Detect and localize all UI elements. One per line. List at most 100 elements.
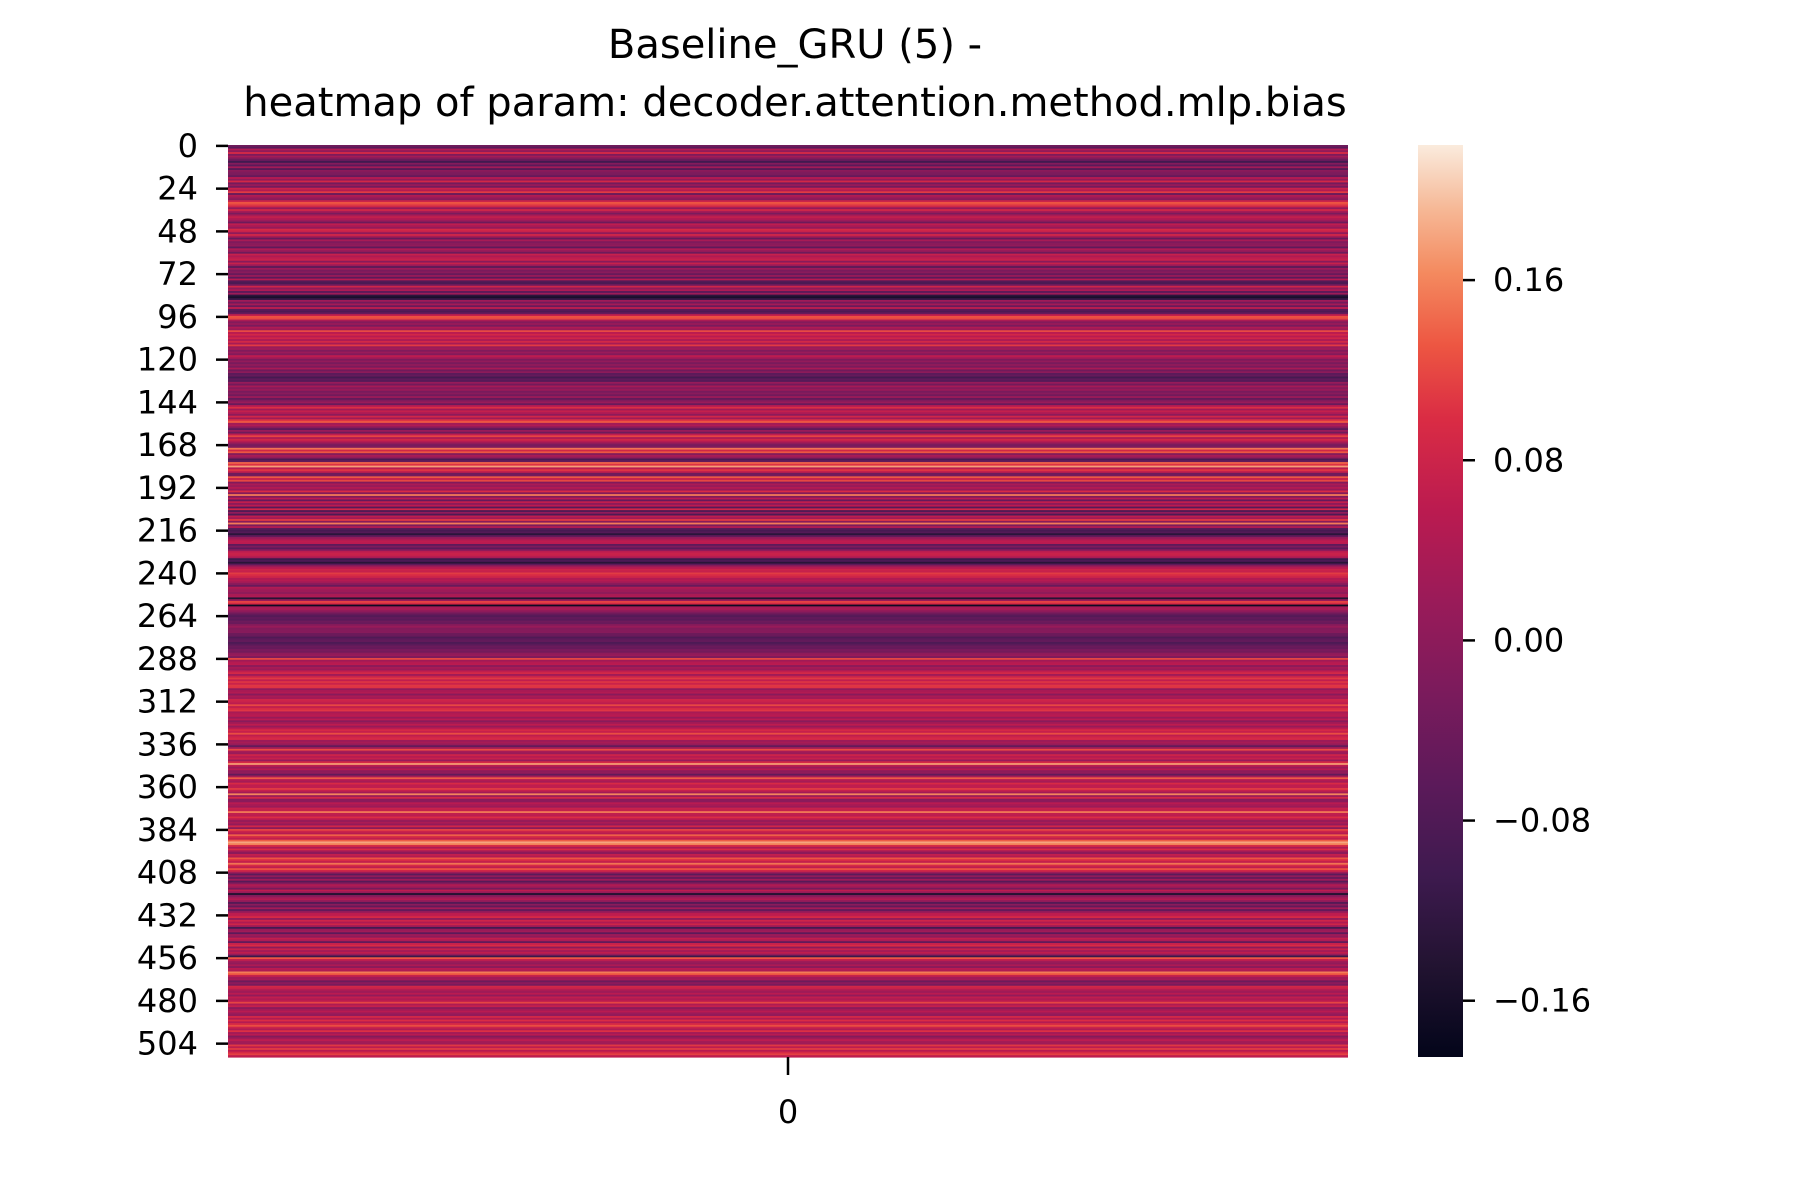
- heatmap-cell: [228, 1032, 1348, 1035]
- heatmap-cell: [228, 697, 1348, 700]
- heatmap-cell: [228, 848, 1348, 851]
- heatmap-cell: [228, 169, 1348, 173]
- heatmap-cell: [228, 593, 1348, 597]
- heatmap-cell: [228, 314, 1348, 317]
- heatmap-cell: [228, 216, 1348, 219]
- heatmap-cell: [228, 684, 1348, 688]
- y-tick-label: 240: [137, 554, 198, 592]
- heatmap-cell: [228, 996, 1348, 999]
- heatmap-cell: [228, 622, 1348, 625]
- heatmap-cell: [228, 976, 1348, 980]
- y-axis: 0 24 48 72 96 120 144 168 192 216 240 264 288 312 336 3…: [137, 127, 228, 1063]
- heatmap-cell: [228, 914, 1348, 917]
- heatmap-cell: [228, 773, 1348, 777]
- heatmap-cell: [228, 321, 1348, 324]
- heatmap-cell: [228, 356, 1348, 360]
- heatmap-cell: [228, 855, 1348, 859]
- heatmap-cell: [228, 463, 1348, 467]
- heatmap-cell: [228, 674, 1348, 677]
- heatmap-cell: [228, 837, 1348, 841]
- heatmap-cell: [228, 517, 1348, 520]
- y-tick-label: 144: [137, 383, 198, 421]
- heatmap-cell: [228, 508, 1348, 511]
- heatmap-cell: [228, 775, 1348, 778]
- heatmap-cell: [228, 234, 1348, 237]
- heatmap-cell: [228, 513, 1348, 517]
- heatmap-cell: [228, 1003, 1348, 1006]
- heatmap-cell: [228, 843, 1348, 846]
- heatmap-cell: [228, 1021, 1348, 1024]
- heatmap-cell: [228, 798, 1348, 802]
- heatmap-cell: [228, 887, 1348, 891]
- heatmap-cell: [228, 380, 1348, 383]
- heatmap-cell: [228, 522, 1348, 526]
- heatmap-cell: [228, 946, 1348, 949]
- heatmap-cell: [228, 757, 1348, 761]
- heatmap-cell: [228, 421, 1348, 424]
- heatmap-cell: [228, 362, 1348, 365]
- heatmap-cell: [228, 511, 1348, 515]
- heatmap-cell: [228, 966, 1348, 969]
- heatmap-cell: [228, 873, 1348, 876]
- heatmap-cell: [228, 1016, 1348, 1019]
- heatmap-cell: [228, 410, 1348, 413]
- heatmap-cell: [228, 650, 1348, 654]
- heatmap-cell: [228, 652, 1348, 656]
- y-tick-label: 456: [137, 939, 198, 977]
- heatmap-cell: [228, 777, 1348, 780]
- x-tick-label: 0: [778, 1093, 798, 1131]
- heatmap-cell: [228, 369, 1348, 372]
- heatmap-cell: [228, 857, 1348, 860]
- heatmap-cell: [228, 235, 1348, 239]
- heatmap-cell: [228, 467, 1348, 470]
- heatmap-cell: [228, 581, 1348, 584]
- heatmap-cell: [228, 535, 1348, 538]
- y-tick-label: 120: [137, 341, 198, 379]
- heatmap-cell: [228, 223, 1348, 226]
- heatmap-cell: [228, 729, 1348, 732]
- heatmap-cell: [228, 1048, 1348, 1051]
- y-tick-label: 336: [137, 725, 198, 763]
- heatmap-cell: [228, 389, 1348, 392]
- heatmap-cell: [228, 1035, 1348, 1039]
- heatmap-cell: [228, 617, 1348, 620]
- heatmap-cell: [228, 698, 1348, 702]
- heatmap-cell: [228, 218, 1348, 221]
- heatmap-cell: [228, 613, 1348, 616]
- heatmap-cell: [228, 731, 1348, 734]
- heatmap-cell: [228, 900, 1348, 903]
- heatmap-cell: [228, 688, 1348, 691]
- heatmap-cell: [228, 745, 1348, 748]
- heatmap-cell: [228, 280, 1348, 283]
- heatmap-cell: [228, 690, 1348, 693]
- heatmap-cell: [228, 707, 1348, 711]
- heatmap-cell: [228, 554, 1348, 558]
- heatmap-cell: [228, 709, 1348, 713]
- heatmap-cell: [228, 253, 1348, 257]
- heatmap-cell: [228, 178, 1348, 182]
- heatmap-cell: [228, 804, 1348, 807]
- heatmap-cell: [228, 146, 1348, 150]
- heatmap-cell: [228, 706, 1348, 709]
- heatmap-cell: [228, 267, 1348, 271]
- heatmap-cell: [228, 943, 1348, 946]
- heatmap-cell: [228, 444, 1348, 447]
- heatmap-cell: [228, 470, 1348, 474]
- heatmap-cell: [228, 529, 1348, 533]
- heatmap-cell: [228, 189, 1348, 192]
- heatmap-cell: [228, 905, 1348, 908]
- y-tick-label: 24: [157, 170, 198, 208]
- heatmap-cell: [228, 766, 1348, 770]
- heatmap-cell: [228, 184, 1348, 187]
- heatmap-cell: [228, 194, 1348, 198]
- heatmap-cell: [228, 458, 1348, 461]
- heatmap-cell: [228, 631, 1348, 634]
- heatmap-cell: [228, 912, 1348, 916]
- heatmap-cell: [228, 182, 1348, 185]
- heatmap-cell: [228, 248, 1348, 251]
- heatmap-cell: [228, 483, 1348, 486]
- chart-subtitle: heatmap of param: decoder.attention.meth…: [243, 80, 1347, 126]
- heatmap-cell: [228, 983, 1348, 987]
- heatmap-cell: [228, 896, 1348, 900]
- heatmap-cell: [228, 430, 1348, 433]
